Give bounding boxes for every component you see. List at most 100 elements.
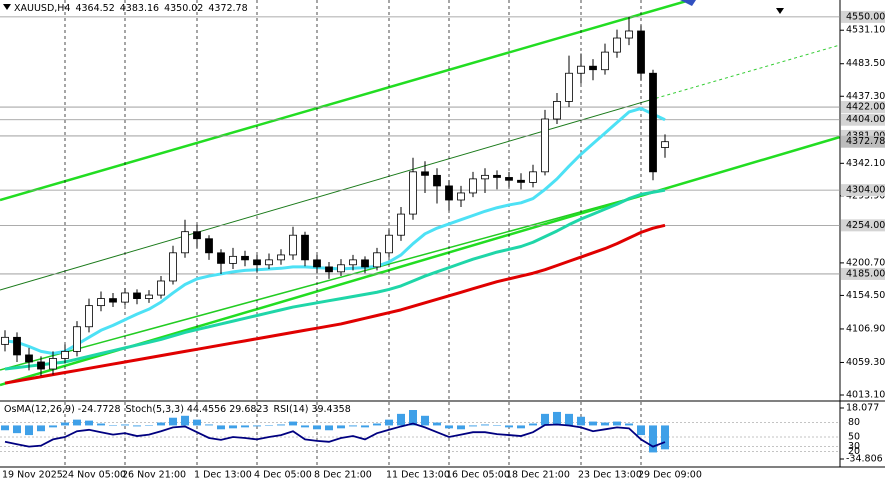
osma-bar bbox=[325, 425, 333, 431]
x-tick-label: 18 Dec 21:00 bbox=[506, 470, 570, 481]
osma-bar bbox=[49, 425, 57, 428]
osma-bar bbox=[517, 425, 525, 429]
y-tick-label: 4059.30 bbox=[846, 357, 885, 368]
candle-body bbox=[325, 266, 333, 273]
osma-bar bbox=[661, 425, 669, 450]
x-tick-label: 26 Nov 21:00 bbox=[122, 470, 186, 481]
candle-body bbox=[109, 298, 117, 303]
y2-tick-label: 80 bbox=[848, 417, 860, 428]
y-tick-label: -34.806 bbox=[846, 454, 883, 465]
osma-bar bbox=[193, 419, 201, 426]
osma-bar bbox=[253, 425, 261, 427]
moving-average bbox=[4, 188, 666, 371]
x-tick-label: 8 Dec 21:00 bbox=[314, 470, 372, 481]
moving-average bbox=[4, 223, 666, 385]
osma-bar bbox=[649, 425, 657, 453]
candle-body bbox=[469, 178, 477, 194]
x-tick-label: 19 Nov 2025 bbox=[2, 470, 63, 481]
osma-bar bbox=[493, 425, 501, 426]
level-label: 4404.00 bbox=[846, 114, 885, 125]
osma-bar bbox=[433, 422, 441, 426]
candle-body bbox=[73, 326, 81, 352]
stoch-value: 44.4556 bbox=[187, 404, 226, 415]
level-box bbox=[841, 267, 885, 280]
rsi-line bbox=[4, 422, 666, 448]
osma-bar bbox=[145, 425, 153, 426]
candle-body bbox=[445, 185, 453, 201]
osma-bar bbox=[109, 425, 117, 426]
y2-tick-label: 30 bbox=[848, 441, 860, 452]
x-tick-label: 24 Nov 05:00 bbox=[62, 470, 126, 481]
level-label: 4185.00 bbox=[846, 268, 885, 279]
y-tick-label: 4342.10 bbox=[846, 158, 885, 169]
y-tick-label: 4013.10 bbox=[846, 390, 885, 401]
menu-arrow[interactable] bbox=[3, 4, 11, 10]
osma-bar bbox=[397, 413, 405, 426]
osma-bar bbox=[481, 424, 489, 426]
candle-body bbox=[217, 252, 225, 264]
x-tick-label: 23 Dec 13:00 bbox=[578, 470, 642, 481]
candle-body bbox=[433, 174, 441, 187]
candle-body bbox=[613, 37, 621, 53]
osma-bar bbox=[625, 423, 633, 426]
candle-body bbox=[625, 30, 633, 39]
rsi-name: RSI(14) bbox=[274, 404, 309, 415]
level-box bbox=[841, 219, 885, 232]
candle-body bbox=[565, 72, 573, 102]
candle-body bbox=[301, 234, 309, 261]
osma-value: -24.7728 bbox=[78, 404, 121, 415]
indicator-header: OsMA(12,26,9) -24.7728 Stoch(5,3,3) 44.4556… bbox=[4, 404, 351, 415]
osma-bar bbox=[1, 425, 9, 431]
candle-body bbox=[493, 174, 501, 178]
candle-body bbox=[265, 259, 273, 266]
candle-body bbox=[553, 101, 561, 120]
osma-bar bbox=[169, 417, 177, 426]
high-value: 4383.16 bbox=[120, 3, 159, 14]
candle-body bbox=[13, 336, 21, 356]
rsi-value: 39.4358 bbox=[311, 404, 350, 415]
y-tick-label: 18.077 bbox=[846, 403, 879, 414]
price-box bbox=[841, 135, 885, 148]
x-tick-label: 11 Dec 13:00 bbox=[386, 470, 450, 481]
candle-body bbox=[361, 259, 369, 268]
candle-body bbox=[61, 351, 69, 359]
candle-body bbox=[85, 305, 93, 328]
osma-bar bbox=[157, 422, 165, 426]
osma-bar bbox=[589, 421, 597, 426]
osma-bar bbox=[313, 425, 321, 430]
osma-bar bbox=[361, 425, 369, 428]
chart-title: XAUUSD,H4 bbox=[14, 3, 70, 14]
candle-body bbox=[373, 252, 381, 268]
candle-body bbox=[193, 231, 201, 240]
osma-bar bbox=[37, 425, 45, 432]
candle-body bbox=[229, 255, 237, 264]
candle-body bbox=[121, 292, 129, 303]
candle-body bbox=[181, 231, 189, 254]
candle-body bbox=[409, 171, 417, 215]
osma-name: OsMA(12,26,9) bbox=[4, 404, 75, 415]
osma-bar bbox=[409, 410, 417, 426]
candle-body bbox=[661, 141, 669, 148]
osma-bar bbox=[25, 425, 33, 436]
candle-body bbox=[601, 51, 609, 71]
osma-bar bbox=[61, 422, 69, 426]
candle-body bbox=[25, 354, 33, 363]
osma-bar bbox=[289, 421, 297, 426]
y-tick-label: 4106.90 bbox=[846, 323, 885, 334]
candle-body bbox=[289, 234, 297, 256]
chart-header: XAUUSD,H4 4364.52 4383.16 4350.02 4372.78 bbox=[14, 3, 248, 14]
level-box bbox=[841, 184, 885, 197]
candle-body bbox=[649, 72, 657, 173]
osma-bar bbox=[97, 423, 105, 426]
osma-bar bbox=[349, 425, 357, 427]
candle-body bbox=[385, 234, 393, 254]
y-tick-label: 4154.50 bbox=[846, 290, 885, 301]
y2-tick-label: 20 bbox=[848, 446, 860, 457]
y-tick-label: 4437.30 bbox=[846, 91, 885, 102]
osma-bar bbox=[529, 423, 537, 426]
candle-body bbox=[589, 65, 597, 71]
y2-tick-label: 50 bbox=[848, 432, 860, 443]
level-label: 4550.00 bbox=[846, 11, 885, 22]
osma-bar bbox=[445, 425, 453, 429]
